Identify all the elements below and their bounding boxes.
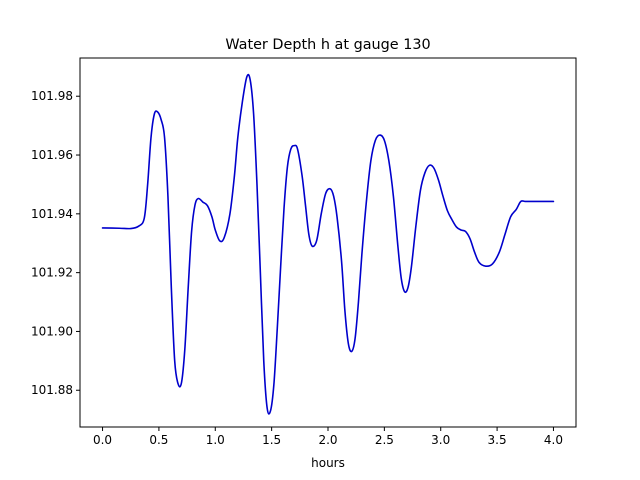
x-axis-label: hours: [311, 456, 345, 470]
x-tick-label: 1.0: [206, 433, 225, 447]
y-tick-label: 101.90: [31, 324, 73, 338]
chart-title: Water Depth h at gauge 130: [225, 37, 430, 53]
x-tick-label: 3.0: [431, 433, 450, 447]
y-tick-label: 101.92: [31, 266, 73, 280]
x-tick-label: 3.5: [488, 433, 507, 447]
y-tick-label: 101.96: [31, 148, 73, 162]
x-tick-label: 0.0: [93, 433, 112, 447]
x-tick-label: 2.5: [375, 433, 394, 447]
y-axis: 101.88 101.90 101.92 101.94 101.96 101.98: [31, 89, 80, 397]
x-axis: 0.0 0.5 1.0 1.5 2.0 2.5 3.0 3.5 4.0: [93, 427, 563, 447]
x-tick-label: 0.5: [149, 433, 168, 447]
plot-area: [101, 73, 555, 415]
y-tick-label: 101.88: [31, 383, 73, 397]
series-line: [101, 73, 555, 415]
x-tick-label: 4.0: [544, 433, 563, 447]
x-tick-label: 2.0: [318, 433, 337, 447]
x-tick-label: 1.5: [262, 433, 281, 447]
plot-frame: [79, 57, 577, 428]
y-tick-label: 101.98: [31, 89, 73, 103]
y-tick-label: 101.94: [31, 207, 73, 221]
